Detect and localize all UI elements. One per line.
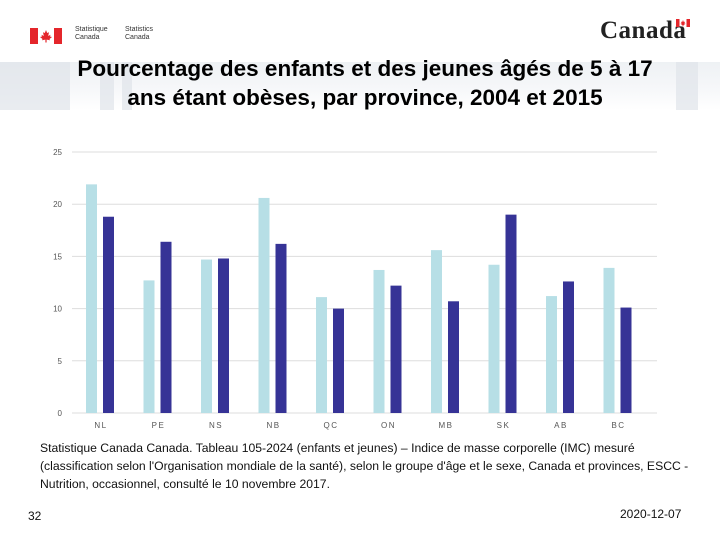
bar-on-series-1 (373, 269, 385, 413)
bar-qc-series-2 (333, 308, 344, 413)
bar-mb-series-2 (448, 301, 459, 413)
bar-bc-series-2 (620, 307, 632, 413)
bar-sk-series-1 (488, 264, 500, 413)
bar-nb-series-1 (258, 197, 270, 413)
bar-ns-series-2 (218, 258, 229, 413)
x-tick-label-bc: BC (611, 421, 625, 430)
y-tick-labels: 0 5 10 15 20 25 (53, 148, 62, 418)
x-tick-label-ns: NS (209, 421, 223, 430)
x-tick-labels: NL PE NS NB QC ON MB SK AB BC (94, 421, 625, 430)
bar-ns-series-1 (201, 259, 212, 413)
bar-pe-series-1 (143, 280, 155, 413)
statcan-fr-label: Statistique Canada (75, 26, 108, 42)
x-tick-label-on: ON (381, 421, 396, 430)
x-tick-label-pe: PE (152, 421, 166, 430)
bar-pe-series-2 (160, 241, 172, 413)
header-bar: Statistique Canada Statistics Canada Can… (0, 0, 720, 62)
bar-ab-series-1 (546, 296, 557, 413)
statcan-en-line-1: Statistics (125, 26, 154, 33)
bar-mb-series-1 (431, 250, 442, 413)
bar-qc-series-1 (316, 297, 327, 413)
x-tick-label-nb: NB (266, 421, 280, 430)
y-tick-label: 15 (53, 252, 62, 261)
bar-chart: 0 5 10 15 20 25 NL PE NS NB QC ON MB SK AB BC (53, 148, 657, 430)
statcan-en-line-2: Canada (125, 34, 150, 41)
x-tick-label-sk: SK (497, 421, 511, 430)
x-tick-label-qc: QC (324, 421, 339, 430)
band-deco-1 (100, 62, 114, 110)
bar-nl-series-2 (103, 216, 114, 413)
page-number: 32 (28, 509, 42, 523)
statcan-en-label: Statistics Canada (125, 26, 153, 42)
bar-sk-series-2 (505, 214, 517, 413)
statcan-fr-line-1: Statistique (75, 26, 108, 33)
bar-ab-series-2 (563, 281, 574, 413)
bar-nl-series-1 (86, 184, 97, 413)
wordmark-flag-icon (676, 19, 690, 27)
canada-wordmark: Canada (600, 17, 687, 44)
band-deco-2 (122, 62, 132, 110)
x-tick-label-nl: NL (94, 421, 107, 430)
x-tick-label-ab: AB (554, 421, 568, 430)
y-tick-label: 25 (53, 148, 62, 157)
band-deco-right (676, 62, 698, 110)
bars (86, 184, 632, 413)
x-tick-label-mb: MB (439, 421, 454, 430)
y-tick-label: 5 (58, 357, 63, 366)
bar-bc-series-1 (603, 267, 615, 413)
y-tick-label: 0 (58, 409, 63, 418)
y-tick-label: 20 (53, 200, 62, 209)
bar-on-series-2 (390, 285, 402, 413)
source-note: Statistique Canada Canada. Tableau 105-2… (40, 441, 689, 491)
slide-date: 2020-12-07 (620, 507, 682, 521)
decorative-band (0, 62, 720, 110)
statcan-fr-line-2: Canada (75, 34, 100, 41)
bar-nb-series-2 (275, 243, 287, 413)
chart-title: Pourcentage des enfants et des jeunes âg… (77, 56, 653, 110)
canada-flag-icon (30, 28, 62, 44)
band-deco-left (0, 62, 70, 110)
y-tick-label: 10 (53, 305, 62, 314)
